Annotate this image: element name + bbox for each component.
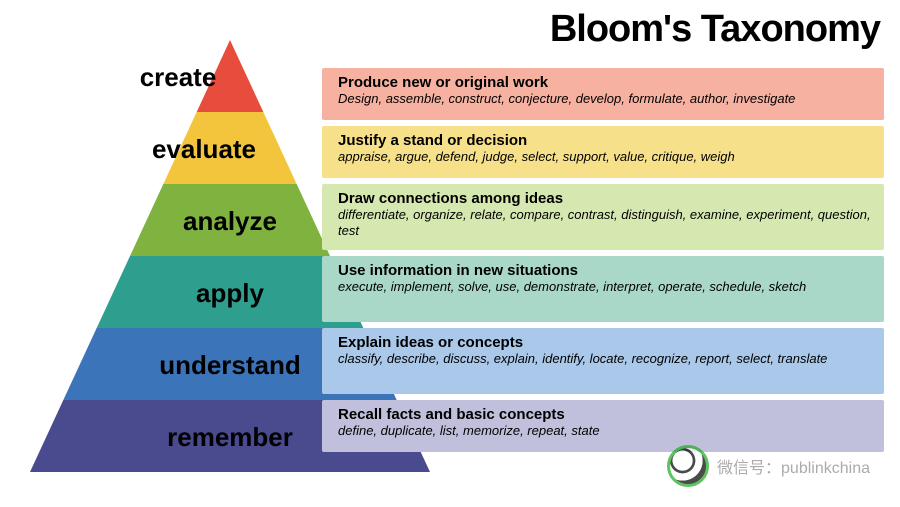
panel-heading: Justify a stand or decision xyxy=(338,132,872,149)
panel-verbs: appraise, argue, defend, judge, select, … xyxy=(338,149,872,165)
watermark: 微信号：publinkchina xyxy=(667,445,870,487)
description-panels: Produce new or original workDesign, asse… xyxy=(322,68,884,458)
panel-verbs: Design, assemble, construct, conjecture,… xyxy=(338,91,872,107)
panel-heading: Draw connections among ideas xyxy=(338,190,872,207)
panel-verbs: define, duplicate, list, memorize, repea… xyxy=(338,423,872,439)
panel-heading: Explain ideas or concepts xyxy=(338,334,872,351)
panel-verbs: differentiate, organize, relate, compare… xyxy=(338,207,872,240)
watermark-text: 微信号：publinkchina xyxy=(717,454,870,478)
panel-heading: Produce new or original work xyxy=(338,74,872,91)
wechat-icon xyxy=(667,445,709,487)
panel-verbs: classify, describe, discuss, explain, id… xyxy=(338,351,872,367)
panel-heading: Use information in new situations xyxy=(338,262,872,279)
page-title: Bloom's Taxonomy xyxy=(550,8,880,51)
panel-create: Produce new or original workDesign, asse… xyxy=(322,68,884,120)
panel-heading: Recall facts and basic concepts xyxy=(338,406,872,423)
panel-understand: Explain ideas or conceptsclassify, descr… xyxy=(322,328,884,394)
panel-analyze: Draw connections among ideasdifferentiat… xyxy=(322,184,884,250)
panel-apply: Use information in new situationsexecute… xyxy=(322,256,884,322)
panel-evaluate: Justify a stand or decisionappraise, arg… xyxy=(322,126,884,178)
panel-verbs: execute, implement, solve, use, demonstr… xyxy=(338,279,872,295)
